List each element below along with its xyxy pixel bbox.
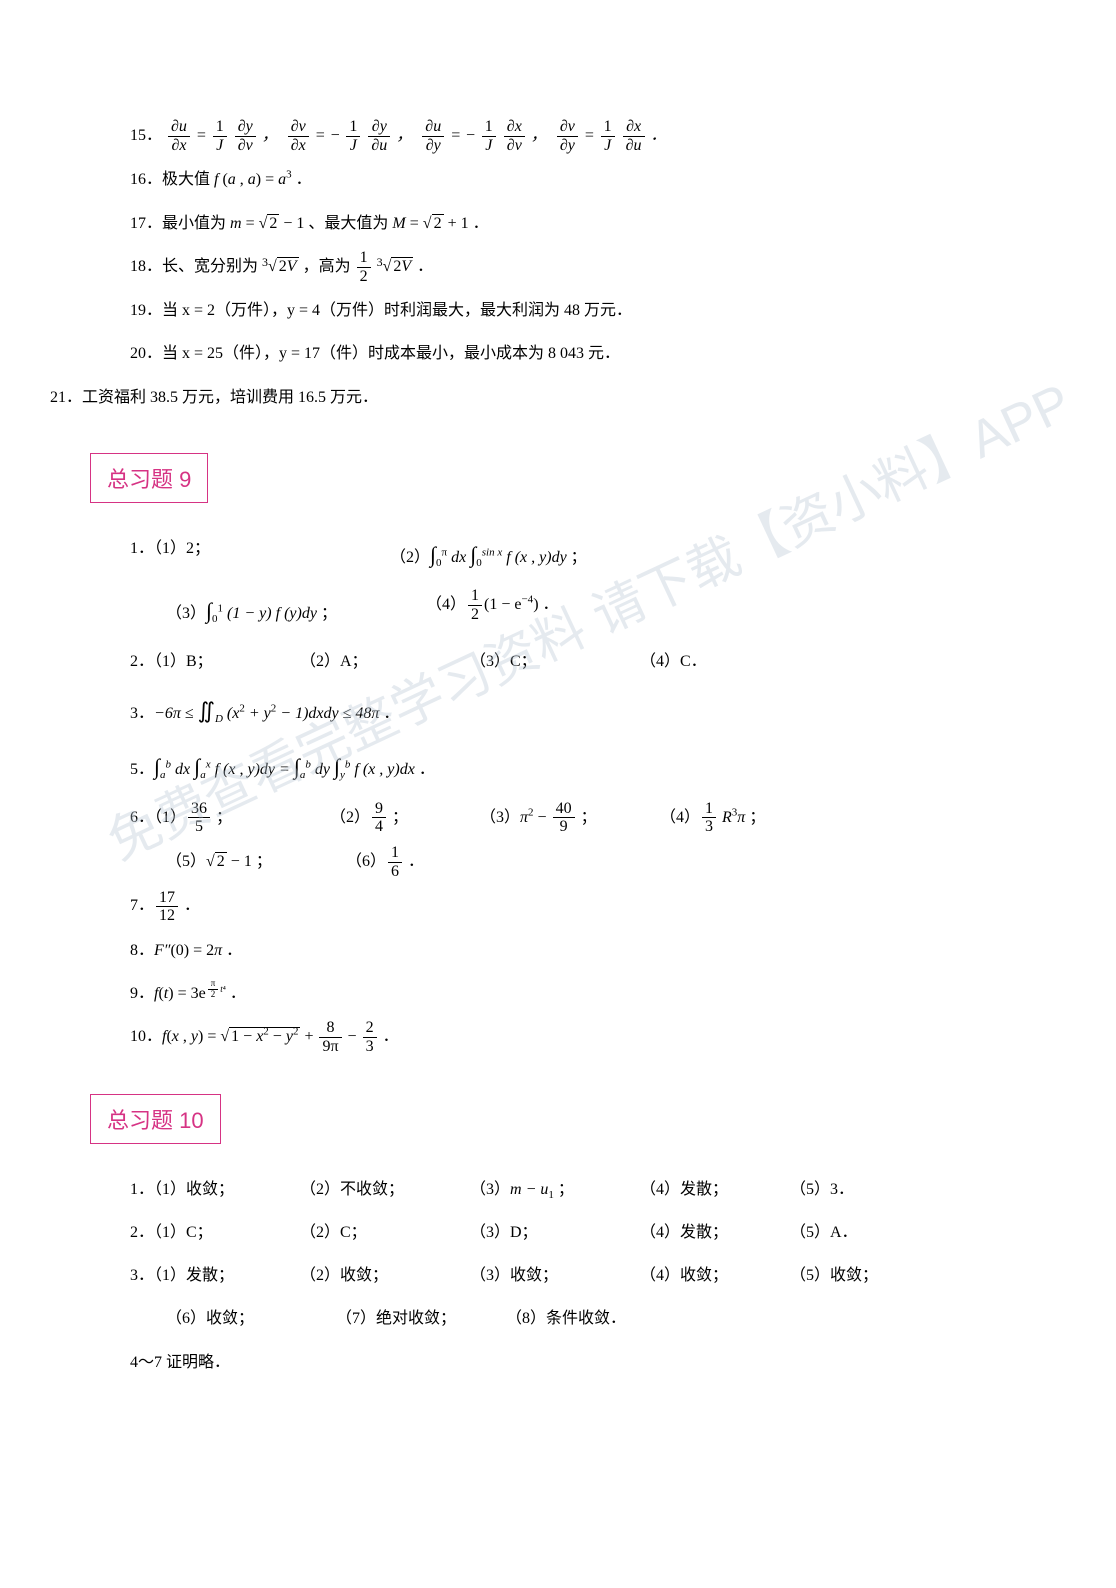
item-15: 15． ∂u∂x = 1J ∂y∂v ， ∂v∂x = − 1J ∂y∂u ， … <box>50 118 1026 154</box>
s10-1-5: （5）3． <box>790 1172 940 1207</box>
s9-item-9: 9．f(t) = 3eπ2t⁴ ． <box>50 976 1026 1011</box>
s10-1-3: （3）m − u1 ； <box>470 1172 640 1207</box>
s9-6-1: 6．（1）365 ； <box>130 800 330 836</box>
item-19: 19．当 x = 2（万件），y = 4（万件）时利润最大，最大利润为 48 万… <box>50 293 1026 328</box>
text-16: 16．极大值 f (a , a) = a3 ． <box>130 171 312 188</box>
label-15: 15． <box>130 127 162 144</box>
s9-item-1-row1: 1．（1）2； （2）∫0π dx ∫0sin x f (x , y)dy ； <box>50 531 1026 579</box>
s10-3-4: （4）收敛； <box>640 1258 790 1293</box>
s10-item-3-row1: 3．（1）发散； （2）收敛； （3）收敛； （4）收敛； （5）收敛； <box>50 1258 1026 1293</box>
item-17: 17．最小值为 m = √2 − 1 、最大值为 M = √2 + 1 ． <box>50 206 1026 241</box>
item-16: 16．极大值 f (a , a) = a3 ． <box>50 162 1026 197</box>
s9-6-5: （5）√2 − 1 ； <box>130 844 346 880</box>
s10-3-1: 3．（1）发散； <box>130 1258 300 1293</box>
s10-item-1: 1．（1）收敛； （2）不收敛； （3）m − u1 ； （4）发散； （5）3… <box>50 1172 1026 1207</box>
text-17: 17．最小值为 m = √2 − 1 、最大值为 M = √2 + 1 ． <box>130 214 489 232</box>
s9-6-2: （2）94 ； <box>330 800 480 836</box>
s10-3-8: （8）条件收敛． <box>506 1301 676 1336</box>
s10-3-5: （5）收敛； <box>790 1258 940 1293</box>
s9-6-3: （3）π2 − 409 ； <box>480 800 660 836</box>
s9-6-4: （4）13 R3π ； <box>660 800 765 836</box>
item-20: 20．当 x = 25（件），y = 17（件）时成本最小，最小成本为 8 04… <box>50 336 1026 371</box>
s10-3-6: （6）收敛； <box>130 1301 336 1336</box>
s10-item-4-7: 4～7 证明略． <box>50 1345 1026 1380</box>
item-18: 18．长、宽分别为 3√2V ，高为 12 3√2V ． <box>50 249 1026 285</box>
s9-2-1: 2．（1）B； <box>130 644 300 679</box>
s10-2-2: （2）C； <box>300 1215 470 1250</box>
text-18: 18．长、宽分别为 3√2V ，高为 12 3√2V ． <box>130 258 433 275</box>
s10-3-2: （2）收敛； <box>300 1258 470 1293</box>
s10-2-1: 2．（1）C； <box>130 1215 300 1250</box>
s9-item-7: 7．1712 ． <box>50 888 1026 924</box>
s9-item-10: 10．f(x , y) = √1 − x2 − y2 + 89π − 23 ． <box>50 1019 1026 1055</box>
s9-2-2: （2）A； <box>300 644 470 679</box>
s9-1-1: 1．（1）2； <box>130 531 390 579</box>
s10-1-1: 1．（1）收敛； <box>130 1172 300 1207</box>
document-page: 免费查看完整学习资料 请下载【资小料】APP 15． ∂u∂x = 1J ∂y∂… <box>0 0 1116 1588</box>
s9-1-2: （2）∫0π dx ∫0sin x f (x , y)dy ； <box>390 531 587 579</box>
s10-3-7: （7）绝对收敛； <box>336 1301 506 1336</box>
s10-2-3: （3）D； <box>470 1215 640 1250</box>
s10-3-3: （3）收敛； <box>470 1258 640 1293</box>
s9-item-5: 5．∫ab dx ∫ax f (x , y)dy = ∫ab dy ∫yb f … <box>50 743 1026 791</box>
s10-2-4: （4）发散； <box>640 1215 790 1250</box>
s10-2-5: （5）A． <box>790 1215 940 1250</box>
s9-item-8: 8．F″(0) = 2π ． <box>50 933 1026 968</box>
s9-item-2: 2．（1）B； （2）A； （3）C； （4）C． <box>50 644 1026 679</box>
section-9-header: 总习题 9 <box>90 453 208 503</box>
item-21: 21．工资福利 38.5 万元，培训费用 16.5 万元． <box>50 380 1026 415</box>
s9-2-3: （3）C； <box>470 644 640 679</box>
s9-item-6-row1: 6．（1）365 ； （2）94 ； （3）π2 − 409 ； （4）13 R… <box>50 800 1026 836</box>
s10-item-2: 2．（1）C； （2）C； （3）D； （4）发散； （5）A． <box>50 1215 1026 1250</box>
s10-1-4: （4）发散； <box>640 1172 790 1207</box>
s9-item-3: 3．−6π ≤ ∬D (x2 + y2 − 1)dxdy ≤ 48π ． <box>50 687 1026 735</box>
s9-2-4: （4）C． <box>640 644 790 679</box>
eq-15: ∂u∂x = 1J ∂y∂v ， ∂v∂x = − 1J ∂y∂u ， ∂u∂y… <box>166 127 667 144</box>
s9-6-6: （6）16 ． <box>346 844 424 880</box>
section-10-header: 总习题 10 <box>90 1094 221 1144</box>
s9-item-1-row2: （3）∫01 (1 − y) f (y)dy ； （4）12(1 − e−4) … <box>50 587 1026 635</box>
s10-item-3-row2: （6）收敛； （7）绝对收敛； （8）条件收敛． <box>50 1301 1026 1336</box>
s9-1-3: （3）∫01 (1 − y) f (y)dy ； <box>130 587 426 635</box>
s9-1-4: （4）12(1 − e−4) ． <box>426 587 559 635</box>
s10-1-2: （2）不收敛； <box>300 1172 470 1207</box>
s9-item-6-row2: （5）√2 − 1 ； （6）16 ． <box>50 844 1026 880</box>
